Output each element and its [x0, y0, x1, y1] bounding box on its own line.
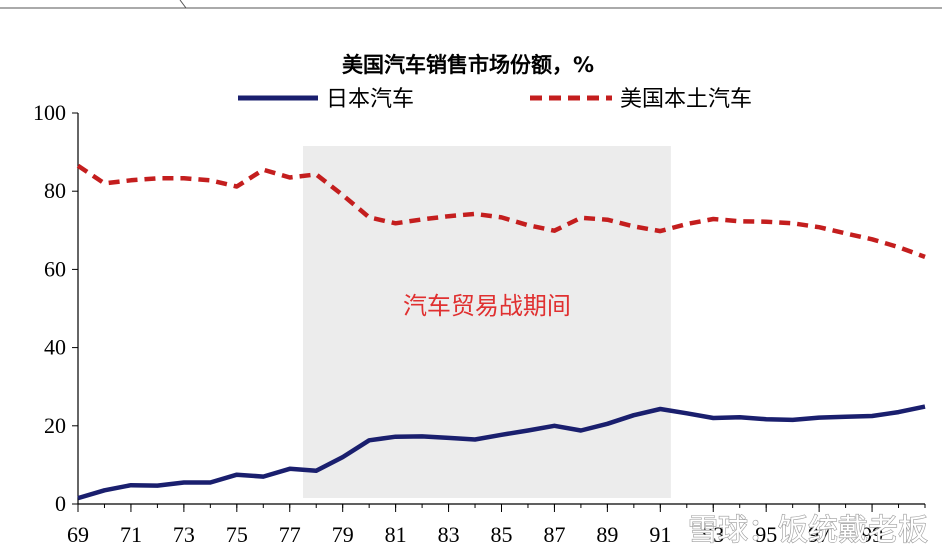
- y-tick-label: 80: [44, 178, 66, 203]
- trade-war-annotation: 汽车贸易战期间: [403, 292, 571, 320]
- x-tick-label: 83: [438, 522, 460, 547]
- x-tick-label: 73: [173, 522, 195, 547]
- x-tick-label: 89: [596, 522, 618, 547]
- x-tick-label: 97: [808, 522, 830, 547]
- x-tick-label: 85: [491, 522, 513, 547]
- series-layer: [76, 163, 926, 501]
- y-tick-label: 40: [44, 335, 66, 360]
- legend-label-japan: 日本汽车: [326, 87, 414, 112]
- axes: 0 20 40 60 80 100 69 71 73 75 77 79 81 83 85 87 89 91 93 95…: [33, 100, 926, 547]
- x-tick-label: 77: [279, 522, 301, 547]
- x-tick-label: 79: [332, 522, 354, 547]
- x-tick-label: 71: [120, 522, 142, 547]
- top-rule: [0, 0, 942, 9]
- x-tick-label: 93: [702, 522, 724, 547]
- chart-title: 美国汽车销售市场份额，%: [342, 53, 594, 77]
- watermark: 雪球：饭统戴老板: [688, 513, 928, 548]
- series-line-us: [76, 163, 926, 260]
- y-tick-label: 20: [44, 413, 66, 438]
- y-tick-label: 0: [55, 491, 66, 516]
- y-tick-label: 100: [33, 100, 66, 125]
- x-tick-label: 69: [67, 522, 89, 547]
- x-tick-label: 75: [226, 522, 248, 547]
- y-tick-label: 60: [44, 256, 66, 281]
- x-tick-label: 91: [649, 522, 671, 547]
- series-line-japan: [77, 404, 926, 501]
- x-tick-label: 95: [755, 522, 777, 547]
- legend: 日本汽车 美国本土汽车: [238, 87, 752, 112]
- legend-label-us: 美国本土汽车: [620, 87, 752, 112]
- x-tick-label: 81: [385, 522, 407, 547]
- x-tick-label: 87: [543, 522, 565, 547]
- x-tick-label: 99: [861, 522, 883, 547]
